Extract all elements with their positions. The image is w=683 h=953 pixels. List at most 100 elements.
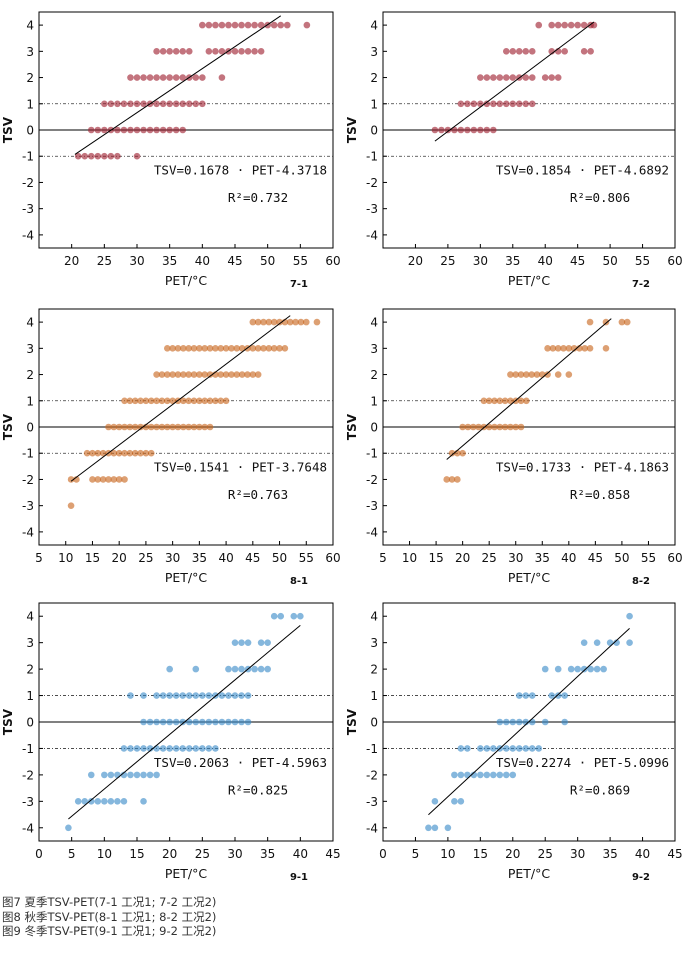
data-point-7-1 <box>133 74 141 81</box>
data-point-7-1 <box>127 74 134 81</box>
y-tick-label-9-1: -3 <box>22 795 34 809</box>
data-point-8-1 <box>115 423 123 431</box>
caption-fig8: 图8 秋季TSV-PET(8-1 工况1; 8-2 工况2) <box>2 909 217 924</box>
y-axis-title-7-2: TSV <box>345 116 359 143</box>
data-point-8-1 <box>158 397 166 405</box>
data-point-7-2 <box>515 100 523 108</box>
data-point-8-1 <box>249 371 257 378</box>
x-tick-label-9-1: 25 <box>195 847 210 861</box>
data-point-8-1 <box>228 371 235 378</box>
data-point-7-1 <box>238 21 245 29</box>
data-point-7-1 <box>179 126 187 134</box>
data-point-9-1 <box>212 718 219 726</box>
data-point-9-1 <box>114 771 121 779</box>
y-tick-label-9-1: -1 <box>22 742 34 756</box>
y-tick-label-8-1: -1 <box>22 447 34 461</box>
data-point-8-1 <box>212 345 219 352</box>
data-point-7-2 <box>509 48 517 55</box>
data-point-7-1 <box>114 100 121 108</box>
data-point-8-1 <box>217 345 225 352</box>
data-point-8-2 <box>523 397 530 405</box>
caption-fig9: 图9 冬季TSV-PET(9-1 工况1; 9-2 工况2) <box>2 924 217 938</box>
x-tick-label-9-2: 25 <box>538 847 553 861</box>
data-point-8-2 <box>517 371 525 378</box>
data-point-8-1 <box>270 345 278 352</box>
x-tick-label-7-2: 50 <box>602 254 617 268</box>
data-point-7-1 <box>199 74 206 81</box>
data-point-9-1 <box>199 745 206 752</box>
data-point-8-1 <box>137 423 144 431</box>
y-tick-label-9-2: -1 <box>366 742 378 756</box>
x-axis-title-7-1: PET/°C <box>165 273 208 288</box>
data-point-8-1 <box>115 449 123 457</box>
data-point-8-1 <box>163 345 171 352</box>
r2-label-8-2: R²=0.858 <box>570 487 630 502</box>
data-point-9-2 <box>567 665 575 673</box>
data-point-7-1 <box>238 48 245 55</box>
x-tick-label-7-1: 50 <box>260 254 275 268</box>
data-point-9-1 <box>127 771 134 779</box>
data-point-8-1 <box>180 371 187 378</box>
data-point-7-1 <box>153 126 160 134</box>
data-point-8-1 <box>302 318 310 326</box>
data-point-7-1 <box>303 21 311 29</box>
data-point-9-2 <box>593 665 601 673</box>
data-point-8-1 <box>180 345 187 352</box>
data-point-7-1 <box>127 100 134 108</box>
data-point-9-1 <box>140 798 147 805</box>
equation-label-9-2: TSV=0.2274 · PET-5.0996 <box>496 755 669 770</box>
data-point-9-2 <box>425 824 432 832</box>
data-point-9-2 <box>535 745 543 752</box>
data-point-7-1 <box>212 48 219 55</box>
data-point-8-1 <box>201 423 209 431</box>
x-tick-label-7-2: 45 <box>570 254 585 268</box>
data-point-9-2 <box>593 639 601 646</box>
data-point-7-1 <box>107 152 115 160</box>
x-tick-label-8-2: 60 <box>667 551 682 565</box>
data-point-8-1 <box>206 345 214 352</box>
y-tick-label-7-2: -3 <box>366 202 378 216</box>
data-point-9-1 <box>257 665 265 673</box>
data-point-9-1 <box>153 745 160 752</box>
data-point-8-1 <box>249 318 257 326</box>
data-point-8-1 <box>169 423 176 431</box>
data-point-7-2 <box>590 21 598 29</box>
data-point-8-1 <box>196 371 203 378</box>
data-point-9-1 <box>65 824 72 832</box>
data-point-7-1 <box>257 21 265 29</box>
data-point-9-1 <box>179 745 187 752</box>
x-tick-label-8-2: 20 <box>455 551 470 565</box>
data-point-9-1 <box>179 692 187 699</box>
data-point-7-1 <box>159 100 167 108</box>
data-point-8-1 <box>105 476 112 483</box>
data-point-8-1 <box>238 345 246 352</box>
data-point-9-2 <box>574 665 581 673</box>
data-point-8-1 <box>174 423 182 431</box>
data-point-8-2 <box>517 423 525 431</box>
data-point-7-2 <box>561 21 568 29</box>
data-point-7-1 <box>172 100 180 108</box>
data-point-7-1 <box>212 21 219 29</box>
data-point-7-1 <box>166 74 173 81</box>
data-point-7-2 <box>457 100 465 108</box>
data-point-8-1 <box>131 423 139 431</box>
data-point-9-1 <box>212 745 219 752</box>
data-point-9-2 <box>477 771 484 779</box>
x-tick-label-8-1: 25 <box>138 551 153 565</box>
r2-label-7-1: R²=0.732 <box>228 190 288 205</box>
x-tick-label-9-1: 20 <box>162 847 177 861</box>
data-point-9-1 <box>244 718 252 726</box>
data-point-8-2 <box>586 318 594 326</box>
y-tick-label-9-2: -4 <box>366 821 378 835</box>
data-point-9-1 <box>146 718 154 726</box>
data-point-8-1 <box>212 397 219 405</box>
data-point-8-1 <box>110 423 118 431</box>
data-point-9-1 <box>231 665 239 673</box>
data-point-8-1 <box>206 371 214 378</box>
data-point-9-1 <box>127 745 134 752</box>
data-point-9-1 <box>172 692 180 699</box>
data-point-7-1 <box>133 152 141 160</box>
data-point-9-1 <box>140 745 147 752</box>
data-point-8-1 <box>217 371 225 378</box>
data-point-8-1 <box>190 345 198 352</box>
